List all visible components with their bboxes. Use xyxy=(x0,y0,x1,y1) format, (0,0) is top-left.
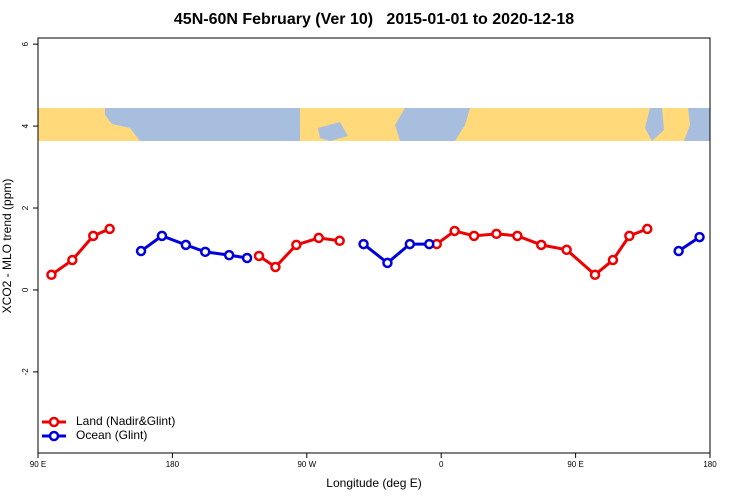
data-point xyxy=(135,245,147,257)
y-axis-label: XCO2 - MLO trend (ppm) xyxy=(0,179,14,314)
y-tick-label: 6 xyxy=(21,41,30,46)
data-point xyxy=(468,230,480,242)
data-point xyxy=(334,235,345,247)
data-point xyxy=(104,223,115,235)
data-point xyxy=(642,223,653,235)
legend-label: Land (Nadir&Glint) xyxy=(76,414,175,428)
y-tick-label: 2 xyxy=(21,205,30,210)
y-tick-label: -2 xyxy=(21,368,30,376)
x-tick-label: 90 E xyxy=(30,460,46,469)
data-point xyxy=(424,238,435,250)
data-point xyxy=(180,239,192,251)
data-point xyxy=(382,257,393,269)
data-point xyxy=(491,228,502,240)
data-point xyxy=(270,261,281,273)
data-point xyxy=(241,252,253,264)
data-point xyxy=(67,254,78,266)
x-tick-label: 90 E xyxy=(567,460,583,469)
y-tick-label: 0 xyxy=(21,287,30,292)
x-axis-label: Longitude (deg E) xyxy=(326,476,421,490)
map-band xyxy=(38,108,710,141)
data-point xyxy=(358,238,369,250)
data-point xyxy=(673,245,684,257)
y-tick-label: 4 xyxy=(21,123,30,128)
data-point xyxy=(291,239,302,251)
data-point xyxy=(536,239,547,251)
data-point xyxy=(589,269,601,281)
legend-marker xyxy=(48,416,60,428)
data-point xyxy=(253,250,265,262)
data-point xyxy=(694,231,705,243)
chart-title: 45N-60N February (Ver 10) 2015-01-01 to … xyxy=(174,11,574,28)
data-point xyxy=(561,244,572,256)
data-point xyxy=(512,230,523,242)
data-point xyxy=(156,230,168,242)
data-point xyxy=(607,254,619,266)
data-point xyxy=(404,238,416,250)
data-point xyxy=(313,232,324,244)
data-point xyxy=(46,269,57,281)
legend-label: Ocean (Glint) xyxy=(76,428,147,442)
x-tick-label: 180 xyxy=(703,460,717,469)
x-tick-label: 90 W xyxy=(297,460,316,469)
data-point xyxy=(88,230,99,242)
legend-marker xyxy=(48,430,60,442)
x-tick-label: 180 xyxy=(166,460,180,469)
data-point xyxy=(449,225,460,237)
data-point xyxy=(200,246,211,258)
x-tick-label: 0 xyxy=(439,460,444,469)
data-point xyxy=(223,249,235,261)
plot-frame xyxy=(37,37,711,454)
data-point xyxy=(624,230,635,242)
